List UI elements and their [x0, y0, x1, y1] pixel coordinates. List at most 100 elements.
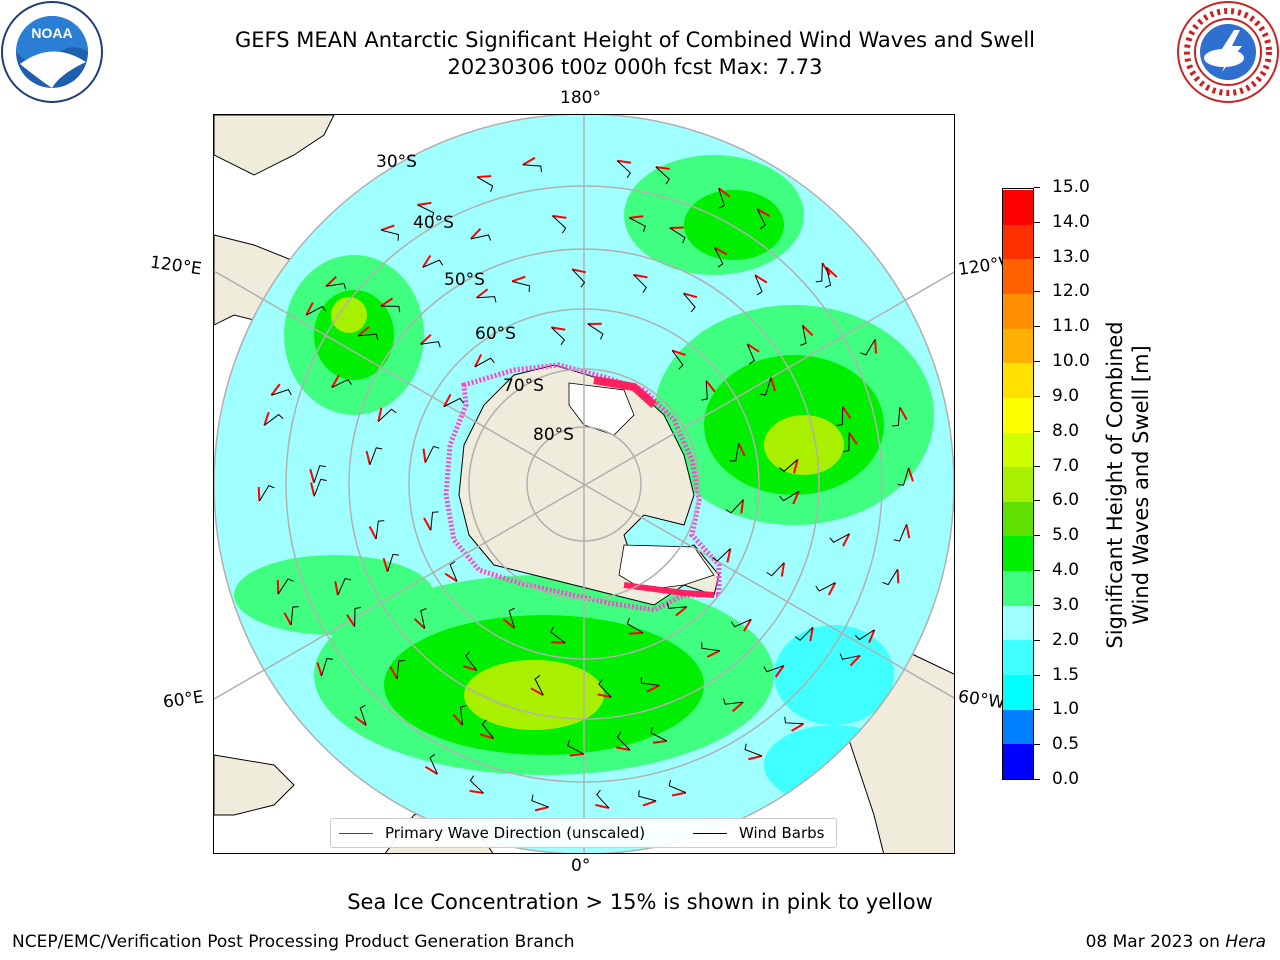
wind-barb	[897, 467, 910, 486]
colorbar-segment	[1003, 432, 1033, 468]
wave-direction-arrow	[821, 262, 831, 276]
wind-barb	[420, 608, 427, 629]
colorbar-label: Significant Height of Combined Wind Wave…	[1102, 321, 1154, 648]
wave-direction-arrow	[413, 618, 426, 630]
wind-barb	[784, 716, 804, 725]
colorbar-label-line1: Significant Height of Combined	[1103, 321, 1127, 649]
wind-barb	[671, 350, 684, 370]
wave-direction-arrow	[330, 374, 340, 388]
wind-barb	[380, 229, 400, 241]
footer-date: 08 Mar 2023 on Hera	[1086, 932, 1266, 952]
wind-barb	[508, 607, 515, 629]
colorbar-tick-label: 8.0	[1034, 421, 1079, 441]
wind-barb	[701, 642, 720, 652]
wave-direction-arrow	[714, 246, 728, 256]
wind-barb	[701, 380, 708, 401]
wind-barb	[766, 562, 785, 577]
wind-barb	[756, 208, 766, 230]
wave-direction-arrow	[444, 572, 458, 583]
wave-direction-arrow	[791, 722, 804, 732]
wave-direction-arrow	[534, 806, 549, 812]
wind-barb	[815, 582, 836, 592]
lat-label-30s: 30°S	[376, 152, 417, 172]
wave-direction-arrow	[443, 393, 452, 408]
wave-direction-arrow	[380, 224, 395, 232]
wind-barb	[633, 274, 648, 293]
wave-direction-arrow	[470, 227, 482, 240]
wave-direction-arrow	[597, 693, 612, 699]
wave-direction-arrow	[310, 482, 316, 497]
colorbar-tick-label: 5.0	[1034, 525, 1079, 545]
wind-barb	[839, 653, 861, 660]
wind-barb	[259, 485, 275, 502]
wave-direction-arrow	[780, 562, 786, 577]
wind-barb	[354, 607, 361, 627]
wave-direction-arrow	[706, 649, 721, 658]
sea-ice-caption: Sea Ice Concentration > 15% is shown in …	[347, 890, 933, 914]
wind-barb	[712, 548, 731, 562]
wave-direction-arrow	[270, 383, 281, 396]
wave-direction-arrow	[263, 411, 270, 426]
lon-label-60w: 60°W	[956, 686, 1007, 714]
wave-direction-arrow	[748, 755, 763, 761]
colorbar-segment	[1003, 501, 1033, 537]
wind-barb	[474, 357, 495, 368]
wave-direction-arrow	[479, 733, 494, 740]
colorbar-segment	[1003, 397, 1033, 433]
lon-label-60e: 60°E	[161, 687, 206, 713]
wave-direction-arrow	[868, 629, 876, 644]
wave-direction-arrow	[642, 799, 657, 807]
wave-direction-arrow	[655, 166, 670, 170]
colorbar-segment	[1003, 639, 1033, 676]
wind-barb	[587, 323, 604, 340]
wind-barb	[476, 176, 494, 192]
wave-direction-arrow	[382, 557, 389, 572]
colorbar-segment	[1003, 224, 1033, 260]
wind-barb	[417, 204, 435, 219]
lon-label-120e: 120°E	[148, 252, 203, 280]
wave-direction-arrow	[334, 581, 339, 596]
wind-barb-swatch	[693, 832, 727, 834]
wind-barb	[551, 326, 566, 346]
wind-barb	[815, 263, 823, 283]
wind-barb	[725, 499, 744, 514]
wave-direction-arrow	[283, 612, 293, 626]
wind-barb	[616, 732, 631, 751]
wave-direction-arrow	[628, 631, 643, 635]
legend-wave-label: Primary Wave Direction (unscaled)	[385, 824, 646, 842]
wave-direction-arrow	[616, 746, 631, 752]
wave-direction-arrow	[522, 156, 536, 166]
wave-direction-arrow	[726, 548, 732, 563]
wind-barb	[794, 627, 814, 641]
wave-direction-arrow	[357, 326, 370, 337]
wave-direction-arrow	[389, 666, 398, 680]
wind-barb	[358, 333, 379, 341]
wave-direction-arrow	[671, 791, 687, 797]
wave-direction-arrow	[842, 533, 851, 547]
wind-barb	[325, 282, 347, 290]
lat-label-60s: 60°S	[475, 324, 516, 344]
wave-direction-arrow	[511, 275, 526, 283]
wave-direction-arrow	[683, 292, 698, 299]
wave-direction-arrow	[896, 569, 900, 584]
wind-barb	[638, 790, 657, 802]
wave-direction-arrow	[633, 273, 648, 279]
wind-barb	[842, 432, 850, 453]
lat-label-70s: 70°S	[503, 376, 544, 396]
map-legend: Primary Wave Direction (unscaled) Wind B…	[330, 818, 837, 848]
lat-label-40s: 40°S	[413, 213, 454, 233]
wind-barb	[598, 679, 612, 698]
wind-barb	[567, 739, 584, 755]
wave-direction-arrow	[595, 803, 610, 810]
wave-direction-arrow	[571, 268, 587, 274]
wave-direction-swatch	[339, 832, 373, 834]
wave-direction-arrow	[477, 175, 492, 179]
wind-barb	[396, 659, 405, 679]
wind-barb	[829, 533, 850, 543]
wind-barb	[337, 577, 352, 596]
colorbar-tick-label: 11.0	[1034, 316, 1090, 336]
wave-direction-arrow	[675, 605, 688, 617]
wind-barb	[640, 677, 660, 686]
wave-direction-arrow	[368, 526, 378, 540]
wind-barb	[443, 397, 464, 408]
